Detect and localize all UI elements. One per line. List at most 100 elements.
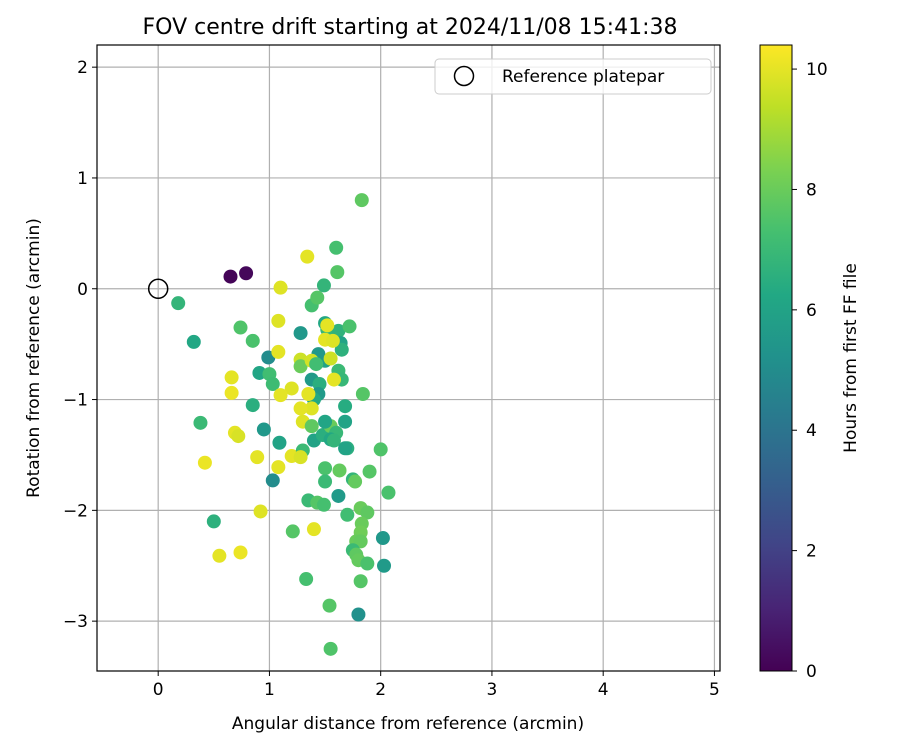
data-point	[334, 342, 349, 357]
data-point	[338, 414, 353, 429]
data-point	[306, 522, 321, 537]
data-point	[223, 269, 238, 284]
data-point	[193, 415, 208, 430]
data-point	[293, 401, 308, 416]
data-point	[310, 290, 325, 305]
x-tick-label: 1	[264, 680, 275, 700]
data-point	[353, 574, 368, 589]
data-point	[316, 497, 331, 512]
data-point	[342, 319, 357, 334]
x-axis-ticks: 0 1 2 3 4 5	[153, 671, 720, 700]
data-point	[348, 474, 363, 489]
data-point	[273, 388, 288, 403]
y-tick-label: −3	[63, 612, 88, 632]
data-point	[299, 572, 314, 587]
colorbar-tick-label: 4	[806, 421, 817, 441]
data-point	[285, 524, 300, 539]
data-points	[171, 193, 396, 656]
data-point	[329, 240, 344, 255]
colorbar	[760, 45, 792, 671]
y-axis-ticks: −3 −2 −1 0 1 2	[63, 58, 97, 632]
data-point	[250, 450, 265, 465]
legend-marker-reference	[453, 65, 475, 87]
data-point	[323, 351, 338, 366]
data-point	[375, 531, 390, 546]
data-point	[293, 326, 308, 341]
x-tick-label: 3	[487, 680, 498, 700]
x-axis-label: Angular distance from reference (arcmin)	[232, 714, 584, 734]
data-point	[233, 320, 248, 335]
data-point	[245, 333, 260, 348]
data-point	[245, 398, 260, 413]
reference-point	[147, 278, 169, 300]
data-point	[265, 377, 280, 392]
data-point	[231, 429, 246, 444]
data-point	[330, 265, 345, 280]
x-tick-label: 2	[375, 680, 386, 700]
y-tick-label: −2	[63, 501, 88, 521]
data-point	[331, 488, 346, 503]
data-point	[309, 357, 324, 372]
colorbar-tick-label: 2	[806, 542, 817, 562]
x-tick-label: 5	[709, 680, 720, 700]
grid-lines	[97, 45, 720, 671]
data-point	[206, 514, 221, 529]
data-point	[322, 598, 337, 613]
data-point	[354, 193, 369, 208]
data-point	[301, 387, 316, 402]
data-point	[325, 333, 340, 348]
data-point	[300, 249, 315, 264]
data-point	[362, 464, 377, 479]
plot-frame	[96, 44, 721, 672]
data-point	[224, 385, 239, 400]
data-point	[256, 422, 271, 437]
data-point	[284, 381, 299, 396]
data-point	[355, 387, 370, 402]
data-point	[253, 504, 268, 519]
data-point	[239, 266, 254, 281]
data-point	[304, 401, 319, 416]
data-point	[340, 507, 355, 522]
data-point	[381, 485, 396, 500]
data-point	[373, 442, 388, 457]
chart-title: FOV centre drift starting at 2024/11/08 …	[143, 15, 678, 40]
data-point	[338, 399, 353, 414]
data-point	[318, 414, 333, 429]
colorbar-label: Hours from first FF file	[841, 263, 861, 453]
data-point	[318, 474, 333, 489]
colorbar-tick-label: 0	[806, 662, 817, 682]
data-point	[265, 473, 280, 488]
y-tick-label: 0	[77, 280, 88, 300]
colorbar-tick-label: 6	[806, 301, 817, 321]
data-point	[171, 296, 186, 311]
colorbar-tick-label: 8	[806, 180, 817, 200]
data-point	[304, 419, 319, 434]
data-point	[224, 370, 239, 385]
x-tick-label: 0	[153, 680, 164, 700]
data-point	[326, 433, 341, 448]
data-point	[233, 545, 248, 560]
data-point	[293, 450, 308, 465]
data-point	[271, 344, 286, 359]
y-axis-label: Rotation from reference (arcmin)	[24, 218, 44, 498]
legend-box	[434, 58, 712, 95]
colorbar-frame	[759, 44, 793, 672]
colorbar-ticks: 0 2 4 6 8 10	[792, 60, 828, 682]
data-point	[273, 280, 288, 295]
data-point	[186, 334, 201, 349]
y-tick-label: 1	[77, 169, 88, 189]
data-point	[271, 460, 286, 475]
data-point	[360, 556, 375, 571]
y-tick-label: −1	[63, 391, 88, 411]
reference-marker	[147, 278, 169, 300]
data-point	[272, 435, 287, 450]
data-point	[320, 318, 335, 333]
data-point	[351, 607, 366, 622]
x-tick-label: 4	[598, 680, 609, 700]
data-point	[212, 548, 227, 563]
data-point	[377, 558, 392, 573]
data-point	[360, 505, 375, 520]
data-point	[326, 372, 341, 387]
legend: Reference platepar	[434, 58, 712, 95]
